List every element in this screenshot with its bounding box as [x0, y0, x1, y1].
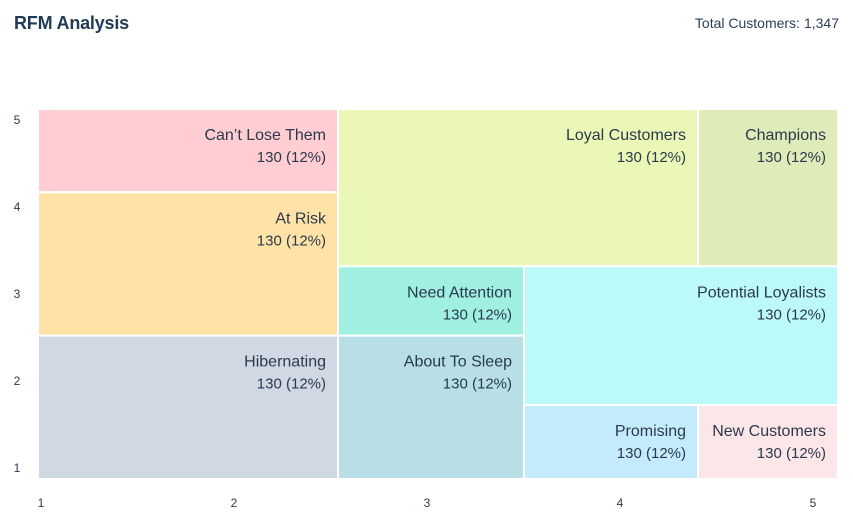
segment-value-need-attention: 130 (12%): [443, 306, 512, 323]
segment-value-potential-loyalists: 130 (12%): [757, 306, 826, 323]
segment-champions[interactable]: Champions 130 (12%): [697, 108, 839, 268]
segment-name-new-customers: New Customers: [712, 423, 826, 440]
segment-potential-loyalists[interactable]: Potential Loyalists 130 (12%): [523, 265, 839, 406]
x-tick-4: 4: [617, 496, 624, 510]
segment-name-at-risk: At Risk: [275, 210, 327, 227]
segment-name-potential-loyalists: Potential Loyalists: [697, 284, 826, 301]
segment-value-champions: 130 (12%): [757, 149, 826, 166]
segment-about-to-sleep[interactable]: About To Sleep 130 (12%): [337, 334, 525, 480]
segment-name-loyal-customers: Loyal Customers: [566, 127, 686, 144]
segment-value-promising: 130 (12%): [617, 445, 686, 462]
segment-loyal-customers[interactable]: Loyal Customers 130 (12%): [337, 108, 699, 268]
segment-rect-hibernating[interactable]: [37, 334, 339, 480]
x-tick-5: 5: [810, 496, 817, 510]
ticks-layer: 1 2 3 4 5 1 2 3 4 5: [14, 113, 817, 510]
segments-layer: Can’t Lose Them 130 (12%) At Risk 130 (12%)…: [37, 108, 839, 480]
y-tick-5: 5: [14, 113, 21, 127]
y-tick-2: 2: [14, 374, 21, 388]
x-tick-2: 2: [231, 496, 238, 510]
x-tick-1: 1: [38, 496, 45, 510]
segment-rect-champions[interactable]: [697, 108, 839, 268]
total-customers-value: 1,347: [803, 15, 839, 31]
total-customers-label: Total Customers:: [694, 15, 800, 31]
segment-value-about-to-sleep: 130 (12%): [443, 376, 512, 393]
chart-title: RFM Analysis: [14, 13, 129, 33]
total-customers: Total Customers: 1,347: [695, 15, 839, 31]
segment-need-attention[interactable]: Need Attention 130 (12%): [337, 265, 525, 337]
segment-value-loyal-customers: 130 (12%): [617, 149, 686, 166]
segment-rect-loyal-customers[interactable]: [337, 108, 699, 268]
segment-at-risk[interactable]: At Risk 130 (12%): [37, 191, 339, 337]
segment-rect-potential-loyalists[interactable]: [523, 265, 839, 406]
y-tick-1: 1: [14, 461, 21, 475]
segment-new-customers[interactable]: New Customers 130 (12%): [697, 404, 839, 480]
segment-rect-cant-lose-them[interactable]: [37, 108, 339, 194]
segment-value-at-risk: 130 (12%): [257, 232, 326, 249]
segment-rect-promising[interactable]: [523, 404, 699, 480]
segment-value-new-customers: 130 (12%): [757, 445, 826, 462]
segment-name-need-attention: Need Attention: [407, 284, 512, 301]
segment-promising[interactable]: Promising 130 (12%): [523, 404, 699, 480]
segment-name-hibernating: Hibernating: [244, 354, 326, 371]
segment-rect-about-to-sleep[interactable]: [337, 334, 525, 480]
segment-name-cant-lose-them: Can’t Lose Them: [204, 127, 326, 144]
y-tick-3: 3: [14, 287, 21, 301]
x-tick-3: 3: [424, 496, 431, 510]
segment-name-champions: Champions: [745, 127, 826, 144]
segment-name-about-to-sleep: About To Sleep: [404, 354, 512, 371]
segment-cant-lose-them[interactable]: Can’t Lose Them 130 (12%): [37, 108, 339, 194]
segment-rect-new-customers[interactable]: [697, 404, 839, 480]
segment-hibernating[interactable]: Hibernating 130 (12%): [37, 334, 339, 480]
segment-value-cant-lose-them: 130 (12%): [257, 149, 326, 166]
segment-value-hibernating: 130 (12%): [257, 376, 326, 393]
segment-name-promising: Promising: [615, 423, 686, 440]
y-tick-4: 4: [14, 200, 21, 214]
